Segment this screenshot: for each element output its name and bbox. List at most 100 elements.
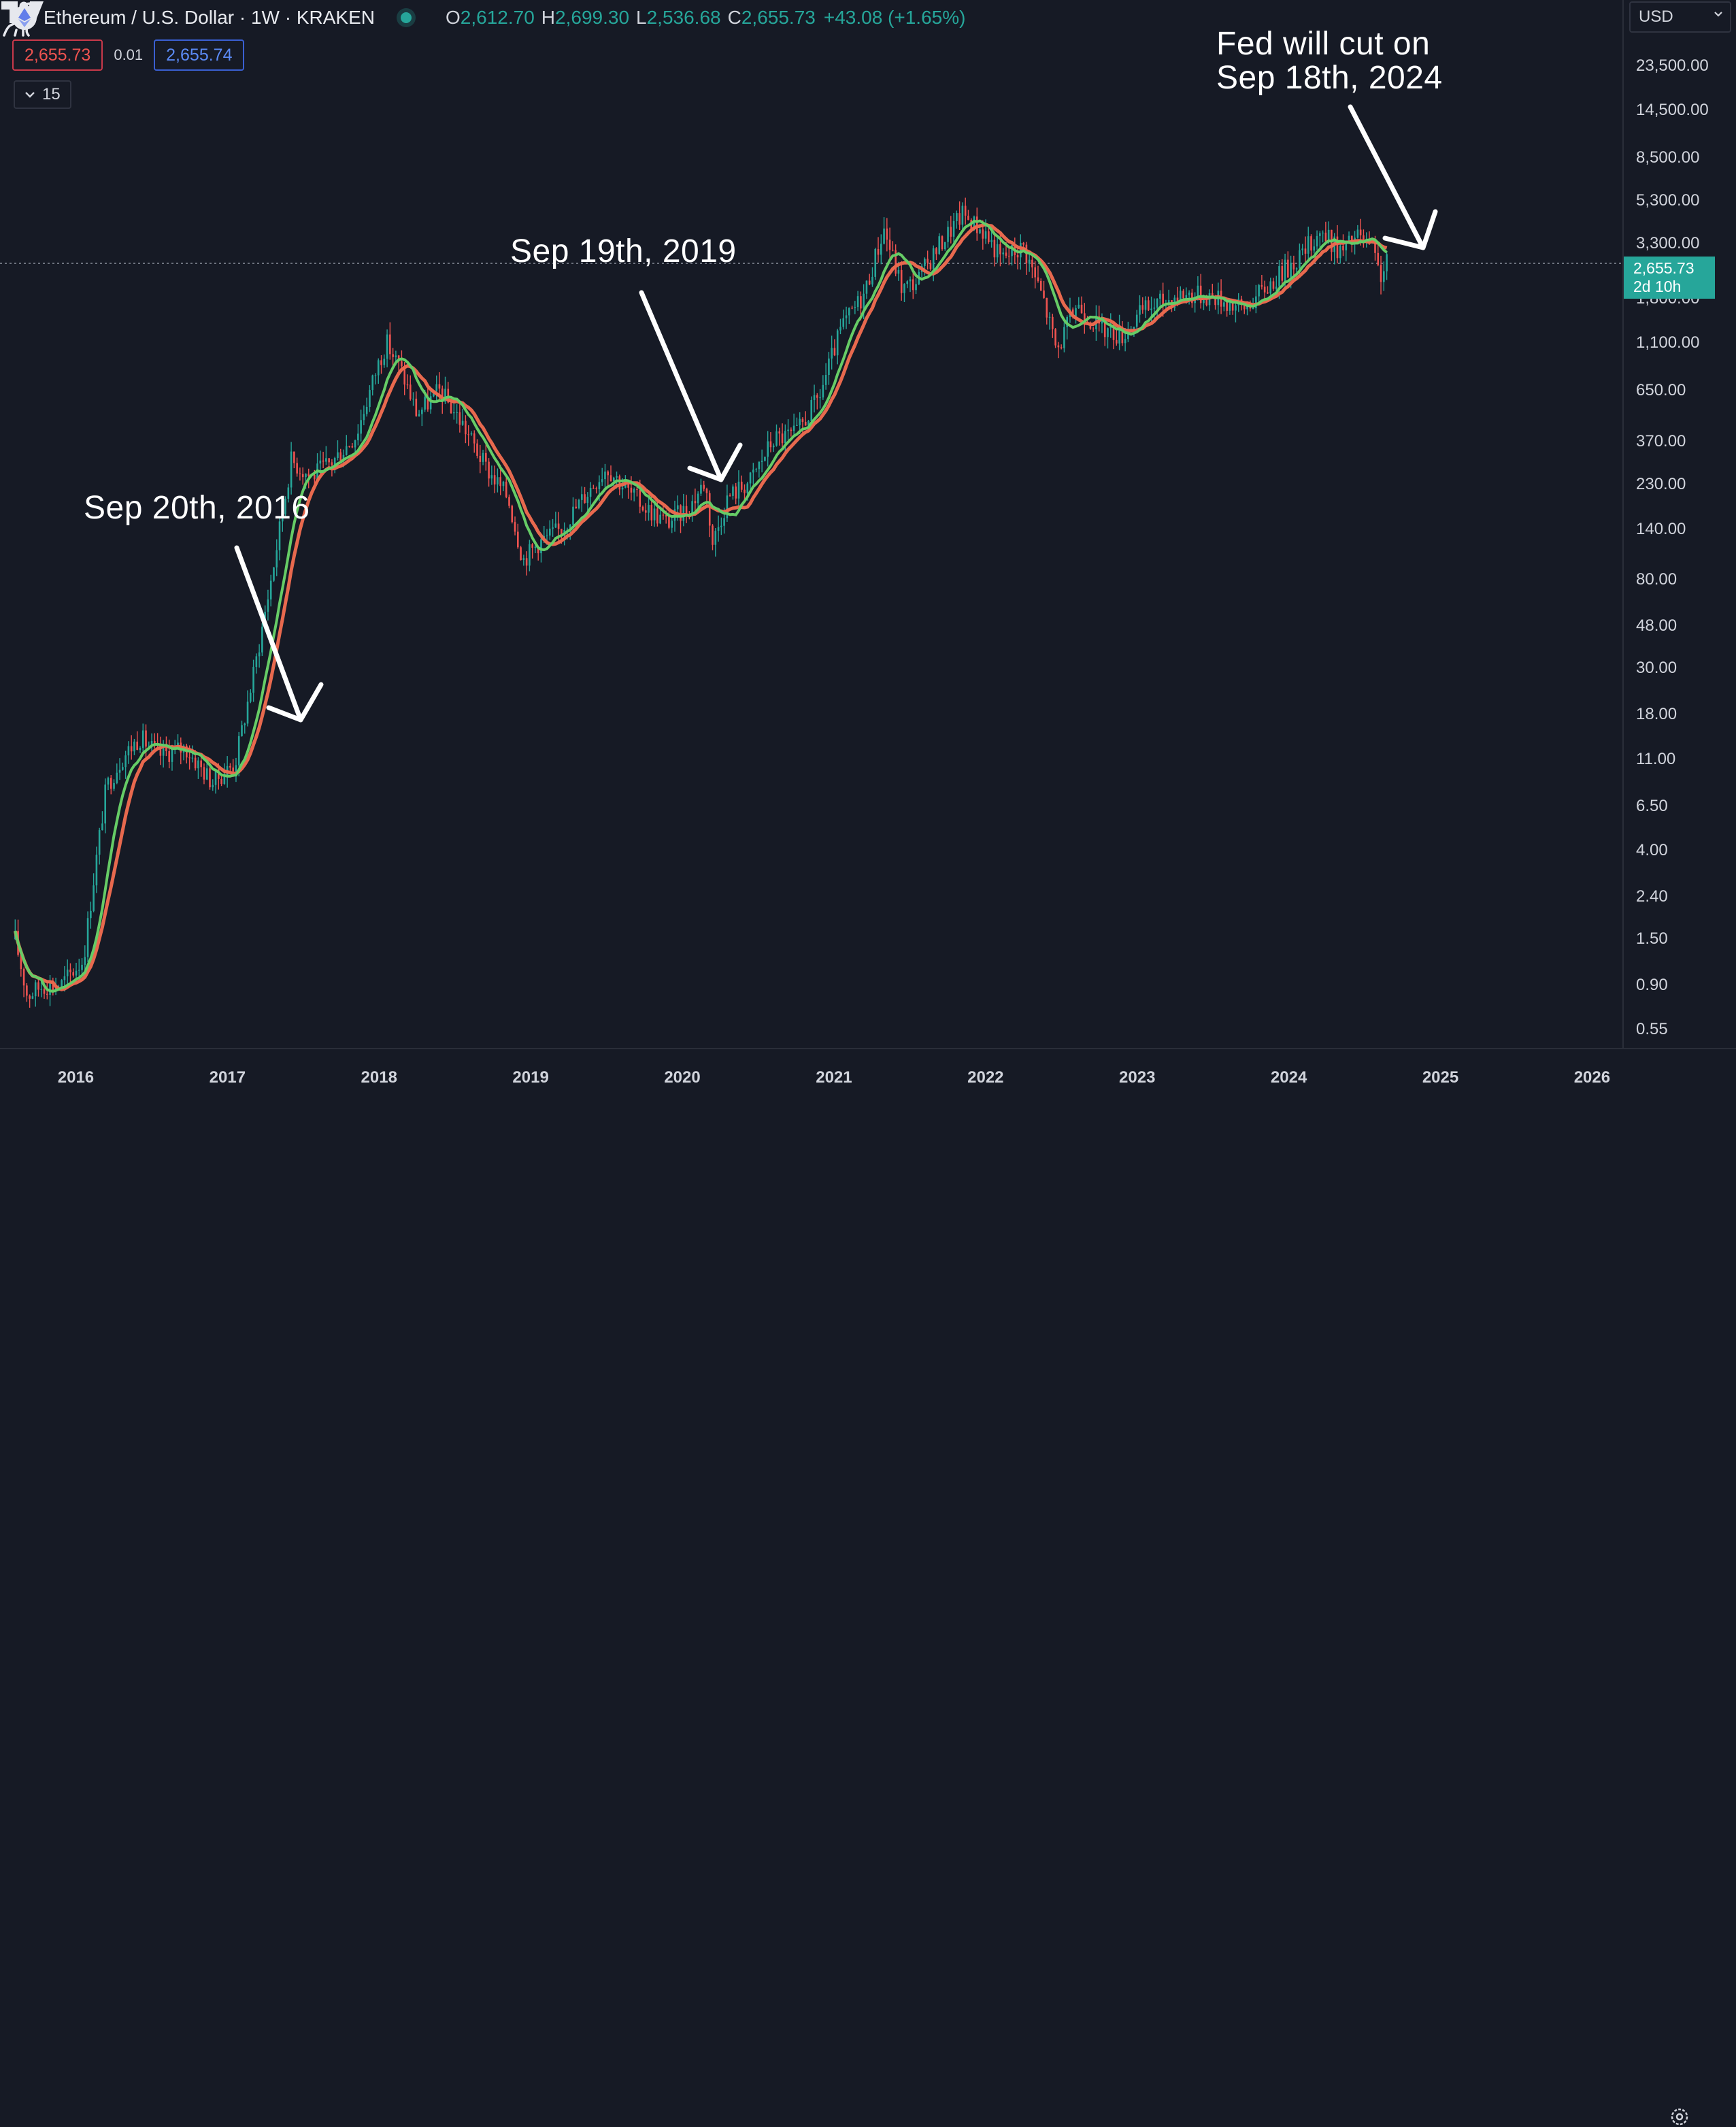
candle-body: [363, 414, 365, 421]
candle-body: [392, 354, 394, 357]
candle-body: [241, 725, 243, 736]
candle-body: [1336, 236, 1339, 259]
candle-body: [1295, 268, 1298, 270]
bar-countdown: 2d 10h: [1633, 278, 1682, 295]
candle-body: [813, 395, 816, 400]
candle-body: [205, 768, 208, 780]
candle-body: [220, 778, 222, 785]
candle-body: [868, 280, 871, 285]
price-axis-label: 0.90: [1636, 975, 1668, 994]
candle-body: [1363, 235, 1365, 242]
candle-body: [461, 421, 464, 425]
candle-body: [31, 996, 34, 999]
candle-body: [1327, 229, 1330, 242]
candle-body: [1034, 267, 1036, 278]
candle-body: [1386, 254, 1388, 271]
candle-body: [621, 487, 624, 490]
candle-body: [1255, 296, 1257, 308]
gear-icon[interactable]: [1669, 2107, 1690, 2127]
candle-body: [438, 384, 441, 389]
candle-body: [435, 384, 438, 391]
time-axis-label: 2026: [1573, 1068, 1611, 1087]
candle-body: [1121, 327, 1124, 344]
candle-body: [633, 489, 635, 493]
time-axis-label: 2019: [512, 1068, 549, 1087]
candle-body: [1011, 244, 1013, 257]
candle-body: [229, 765, 231, 768]
candle-body: [54, 987, 57, 990]
candle-body: [561, 529, 563, 535]
chart-plot-area[interactable]: Sep 20th, 2016 Sep 19th, 2019 Fed will c…: [0, 0, 1622, 1048]
candle-body: [854, 307, 856, 308]
candle-body: [1339, 246, 1341, 259]
candle-body: [784, 431, 786, 444]
candle-body: [1016, 254, 1019, 258]
candle-body: [1063, 327, 1065, 348]
spread-value: 0.01: [114, 46, 144, 63]
time-axis[interactable]: 2016 2017 2018 2019 2020 2021 2022 2023 2024 2025…: [0, 1048, 1736, 2126]
candle-body: [127, 746, 130, 756]
candle-body: [200, 760, 202, 768]
symbol-title[interactable]: Ethereum / U.S. Dollar · 1W · KRAKEN: [44, 7, 375, 28]
candle-body: [273, 567, 275, 581]
candle-body: [84, 957, 86, 965]
candle-body: [999, 244, 1001, 254]
candle-body: [369, 390, 371, 407]
candle-body: [508, 497, 510, 506]
candle-body: [828, 358, 830, 375]
candle-body: [113, 782, 115, 789]
open-value: 2,612.70: [460, 7, 535, 28]
chart-canvas[interactable]: [0, 0, 1622, 1048]
market-status-indicator[interactable]: [401, 12, 412, 23]
candle-body: [348, 446, 350, 447]
candle-body: [534, 546, 537, 548]
price-axis-label: 3,300.00: [1636, 234, 1700, 253]
candle-body: [337, 452, 339, 459]
candle-body: [996, 244, 999, 258]
candles-layer: [14, 197, 1388, 1008]
candle-body: [409, 384, 412, 399]
candle-body: [691, 501, 693, 516]
candle-body: [525, 558, 528, 566]
arrow-icon: [639, 290, 743, 482]
time-axis-label: 2017: [209, 1068, 246, 1087]
candle-body: [325, 458, 327, 462]
candle-body: [150, 741, 153, 746]
candle-body: [1272, 281, 1275, 289]
moving-average-fast: [14, 219, 1388, 993]
candle-body: [1281, 266, 1284, 281]
candle-body: [627, 482, 629, 488]
candle-body: [252, 667, 254, 693]
candle-body: [342, 455, 345, 461]
currency-select[interactable]: USD: [1629, 1, 1731, 33]
price-axis[interactable]: 0.55 0.90 1.50 2.40 4.00 6.50 11.00 18.00 30.00 4…: [1622, 0, 1736, 1048]
candle-body: [401, 361, 403, 367]
candle-body: [1103, 318, 1106, 337]
candle-body: [886, 228, 888, 240]
candle-body: [1301, 248, 1304, 250]
candle-body: [888, 240, 891, 250]
candle-body: [37, 982, 39, 990]
candle-body: [1176, 297, 1179, 302]
candle-body: [505, 481, 507, 497]
candle-body: [389, 334, 391, 354]
candle-body: [732, 487, 734, 496]
candle-body: [191, 757, 194, 759]
sell-price-button[interactable]: 2,655.73: [12, 39, 103, 71]
candle-body: [950, 227, 952, 237]
candle-body: [255, 656, 258, 667]
buy-price-button[interactable]: 2,655.74: [154, 39, 245, 71]
candle-body: [159, 744, 162, 756]
candle-body: [1278, 266, 1280, 287]
candle-body: [130, 746, 133, 752]
candle-body: [1211, 293, 1214, 296]
candle-body: [641, 506, 644, 511]
candle-body: [1345, 242, 1348, 250]
indicators-toggle-button[interactable]: 15: [14, 80, 71, 109]
candle-body: [66, 969, 69, 976]
candle-body: [162, 746, 165, 756]
ethereum-icon[interactable]: [12, 5, 37, 30]
candle-body: [865, 280, 868, 294]
candle-body: [877, 248, 880, 255]
open-key: O: [446, 7, 461, 28]
